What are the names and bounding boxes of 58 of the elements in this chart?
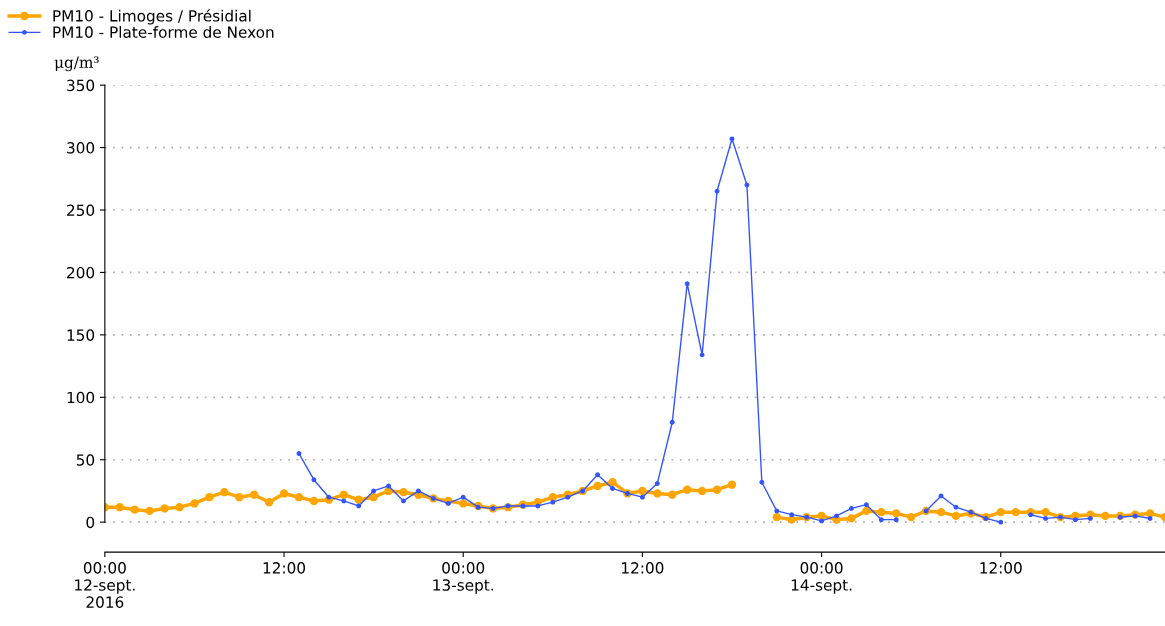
point — [1043, 515, 1048, 521]
point — [610, 486, 615, 491]
y-tick-label: 350 — [67, 79, 95, 92]
y-tick-label: 150 — [67, 329, 95, 341]
point — [834, 513, 839, 519]
point — [878, 517, 884, 523]
x-tick-label: 12:00 — [263, 562, 306, 574]
point — [893, 517, 899, 523]
point — [863, 502, 869, 508]
point — [296, 451, 302, 456]
x-tick-label: 00:00 14-sept. — [791, 562, 852, 594]
y-tick-label: 300 — [67, 142, 95, 154]
point — [341, 498, 347, 504]
point — [1087, 515, 1093, 521]
legend-label: PM10 - Plate-forme de Nexon — [53, 26, 274, 38]
point — [849, 505, 854, 511]
point — [714, 188, 720, 194]
point — [938, 493, 944, 499]
point — [565, 494, 571, 500]
point — [326, 494, 332, 500]
point — [415, 488, 421, 494]
y-tick-label: 100 — [67, 391, 95, 404]
point — [998, 519, 1004, 525]
point — [789, 512, 795, 518]
point — [639, 494, 645, 500]
x-tick-label: 12:00 — [622, 562, 664, 574]
point — [311, 477, 317, 483]
point — [684, 281, 690, 287]
point — [550, 499, 556, 505]
point — [819, 518, 825, 524]
point — [759, 479, 765, 485]
y-axis-title: μg/m³ — [54, 56, 99, 72]
point — [386, 483, 391, 489]
y-tick-label: 50 — [76, 454, 95, 466]
legend-label: PM10 - Limoges / Présidial — [53, 9, 251, 25]
point — [401, 498, 406, 504]
point — [371, 488, 377, 494]
x-tick-label: 12:00 — [980, 562, 1022, 574]
point — [1072, 517, 1078, 523]
point — [699, 352, 705, 358]
point — [654, 481, 660, 486]
point — [744, 182, 750, 188]
x-tick-label: 00:00 12-sept. 2016 — [75, 562, 135, 608]
point — [669, 419, 675, 425]
y-tick-label: 200 — [67, 266, 95, 279]
y-tick-label: 250 — [67, 204, 95, 217]
point — [535, 503, 541, 509]
point — [774, 508, 780, 514]
point — [729, 136, 735, 142]
point — [460, 494, 466, 500]
point — [445, 501, 451, 506]
x-tick-label: 00:00 13-sept. — [433, 562, 493, 594]
point — [595, 472, 601, 478]
y-tick-label: 0 — [86, 516, 95, 529]
point — [1028, 512, 1034, 518]
point — [1147, 515, 1153, 521]
point — [356, 503, 362, 509]
point — [953, 504, 959, 510]
